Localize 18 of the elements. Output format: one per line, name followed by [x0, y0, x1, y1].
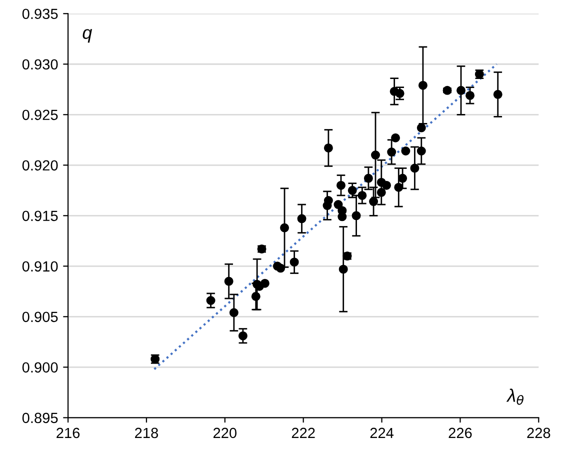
y-tick-label: 0.895: [22, 412, 58, 424]
x-tick-label: 228: [527, 428, 550, 438]
y-tick-label: 0.900: [22, 362, 58, 373]
x-tick-label: 224: [370, 428, 394, 438]
x-tick-label: 218: [135, 428, 158, 438]
y-axis-title: q: [82, 29, 92, 43]
x-axis-title: λ$_{θ}$: [506, 388, 524, 405]
x-tick-label: 222: [292, 428, 315, 438]
y-tick-label: 0.910: [22, 261, 58, 272]
y-tick-label: 0.905: [22, 312, 58, 322]
y-tick-label: 0.925: [22, 110, 58, 120]
x-tick-label: 220: [213, 428, 237, 438]
y-tick-label: 0.920: [22, 160, 58, 171]
y-tick-label: 0.930: [22, 59, 58, 70]
x-tick-label: 216: [56, 428, 80, 438]
y-tick-label: 0.915: [22, 210, 58, 222]
x-tick-label: 226: [448, 428, 472, 438]
y-tick-label: 0.935: [22, 8, 58, 20]
